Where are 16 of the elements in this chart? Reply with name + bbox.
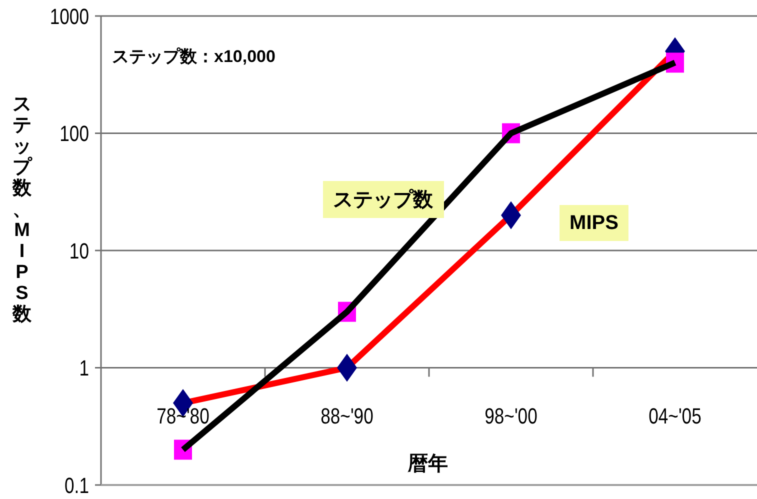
annotation: ステップ数：x10,000 xyxy=(112,47,276,66)
x-tick-label: 98~'00 xyxy=(484,404,538,430)
y-tick-label: 1 xyxy=(79,356,89,382)
x-tick-label: 78~'80 xyxy=(156,404,210,430)
x-tick-label: 88~'90 xyxy=(320,404,374,430)
text: ステップ数、MIPS数 xyxy=(12,94,32,325)
series-label: MIPS xyxy=(570,212,618,234)
y-tick-label: 10 xyxy=(69,240,89,264)
series-label: ステップ数 xyxy=(333,188,434,211)
y-tick-label: 100 xyxy=(60,122,89,147)
point xyxy=(337,354,357,382)
y-tick-label: 0.1 xyxy=(64,474,89,499)
y-tick-label: 1000 xyxy=(50,5,89,30)
x-axis-title: 暦年 xyxy=(407,453,448,475)
x-tick-label: 04~'05 xyxy=(648,404,702,430)
point xyxy=(501,201,521,230)
